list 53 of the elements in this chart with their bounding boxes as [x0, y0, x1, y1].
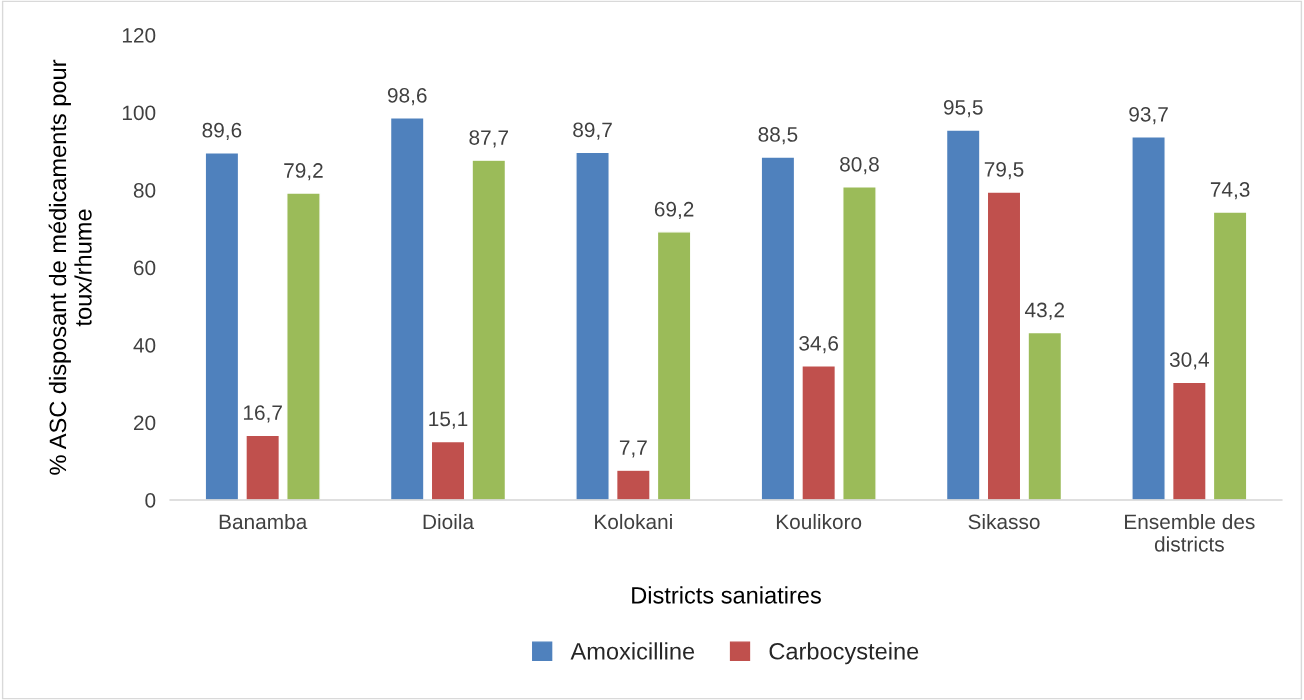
legend-label: Carbocysteine [769, 642, 919, 665]
bar [1131, 136, 1166, 500]
data-label: 30,4 [1169, 352, 1209, 370]
x-tick-label: Ensemble des districts [1125, 513, 1255, 552]
y-tick-label: 20 [133, 415, 156, 431]
bar [575, 151, 610, 500]
y-tick-label: 60 [134, 260, 156, 276]
data-label: 95,5 [943, 99, 983, 118]
data-label: 80,8 [840, 156, 879, 175]
bar [1027, 331, 1063, 500]
data-label: 15,1 [429, 411, 468, 429]
data-label: 79,5 [984, 161, 1024, 180]
bar [801, 365, 837, 500]
legend-label: Amoxicilline [570, 642, 695, 660]
y-tick-label: 100 [122, 105, 156, 121]
y-tick-label: 0 [145, 493, 156, 508]
data-label: 79,2 [284, 163, 323, 181]
y-tick-label: 80 [133, 183, 156, 198]
data-label: 98,6 [387, 87, 427, 106]
bar [245, 434, 281, 500]
x-tick-label: Sikasso [968, 513, 1040, 530]
x-tick-label: Banamba [219, 513, 308, 530]
bar [760, 156, 796, 500]
data-label: 16,7 [243, 405, 282, 423]
x-tick-label: Dioila [423, 513, 475, 530]
bar [1212, 211, 1248, 500]
x-tick-label: Koulikoro [776, 513, 862, 530]
y-axis-title: % ASC disposant de médicaments pour toux/rhume [48, 59, 92, 475]
bar [842, 186, 877, 500]
bar [1171, 381, 1207, 500]
bar [656, 231, 692, 500]
data-label: 69,2 [654, 201, 694, 220]
bar [389, 117, 425, 500]
bar [430, 440, 466, 500]
bar [471, 159, 507, 500]
x-axis-title: Districts saniatires [632, 586, 821, 604]
bar [286, 192, 321, 500]
y-tick-label: 40 [133, 338, 156, 353]
bar [945, 129, 981, 500]
data-label: 43,2 [1024, 302, 1064, 320]
data-label: 89,6 [202, 122, 242, 141]
data-label: 34,6 [799, 335, 839, 354]
bar [615, 469, 651, 500]
data-label: 89,7 [573, 122, 612, 140]
data-label: 93,7 [1129, 106, 1168, 125]
bar [986, 191, 1022, 500]
y-tick-label: 120 [122, 28, 156, 43]
bar [204, 152, 240, 500]
data-label: 88,5 [758, 127, 798, 145]
data-label: 87,7 [469, 130, 508, 148]
data-label: 7,7 [619, 440, 647, 458]
data-label: 74,3 [1210, 182, 1250, 200]
x-tick-label: Kolokani [595, 513, 672, 530]
